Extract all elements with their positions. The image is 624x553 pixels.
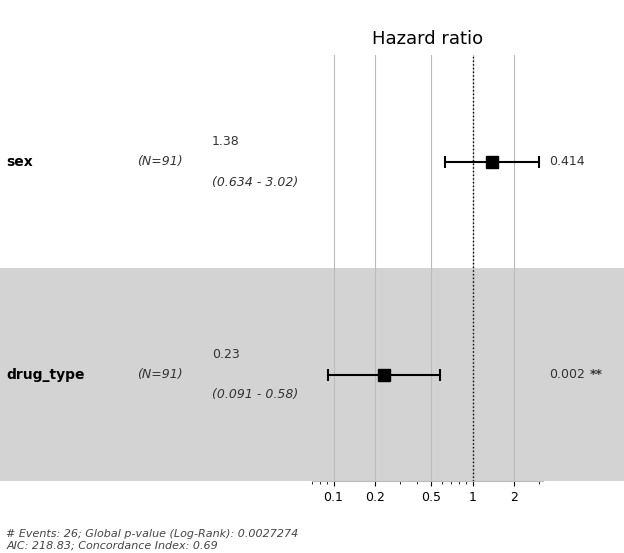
Text: (N=91): (N=91) — [137, 155, 183, 168]
Text: # Events: 26; Global p-value (Log-Rank): 0.0027274
AIC: 218.83; Concordance Inde: # Events: 26; Global p-value (Log-Rank):… — [6, 529, 298, 550]
Text: 0.002: 0.002 — [549, 368, 585, 381]
Text: (0.091 - 0.58): (0.091 - 0.58) — [212, 388, 298, 401]
Text: 0.23: 0.23 — [212, 348, 240, 361]
Text: 0.414: 0.414 — [549, 155, 585, 168]
Text: (0.634 - 3.02): (0.634 - 3.02) — [212, 176, 298, 189]
Text: drug_type: drug_type — [6, 368, 85, 382]
Text: 1.38: 1.38 — [212, 135, 240, 148]
Text: **: ** — [590, 368, 603, 381]
Text: (N=91): (N=91) — [137, 368, 183, 381]
Bar — [312, 268, 543, 481]
Text: sex: sex — [6, 155, 33, 169]
Title: Hazard ratio: Hazard ratio — [372, 30, 483, 48]
